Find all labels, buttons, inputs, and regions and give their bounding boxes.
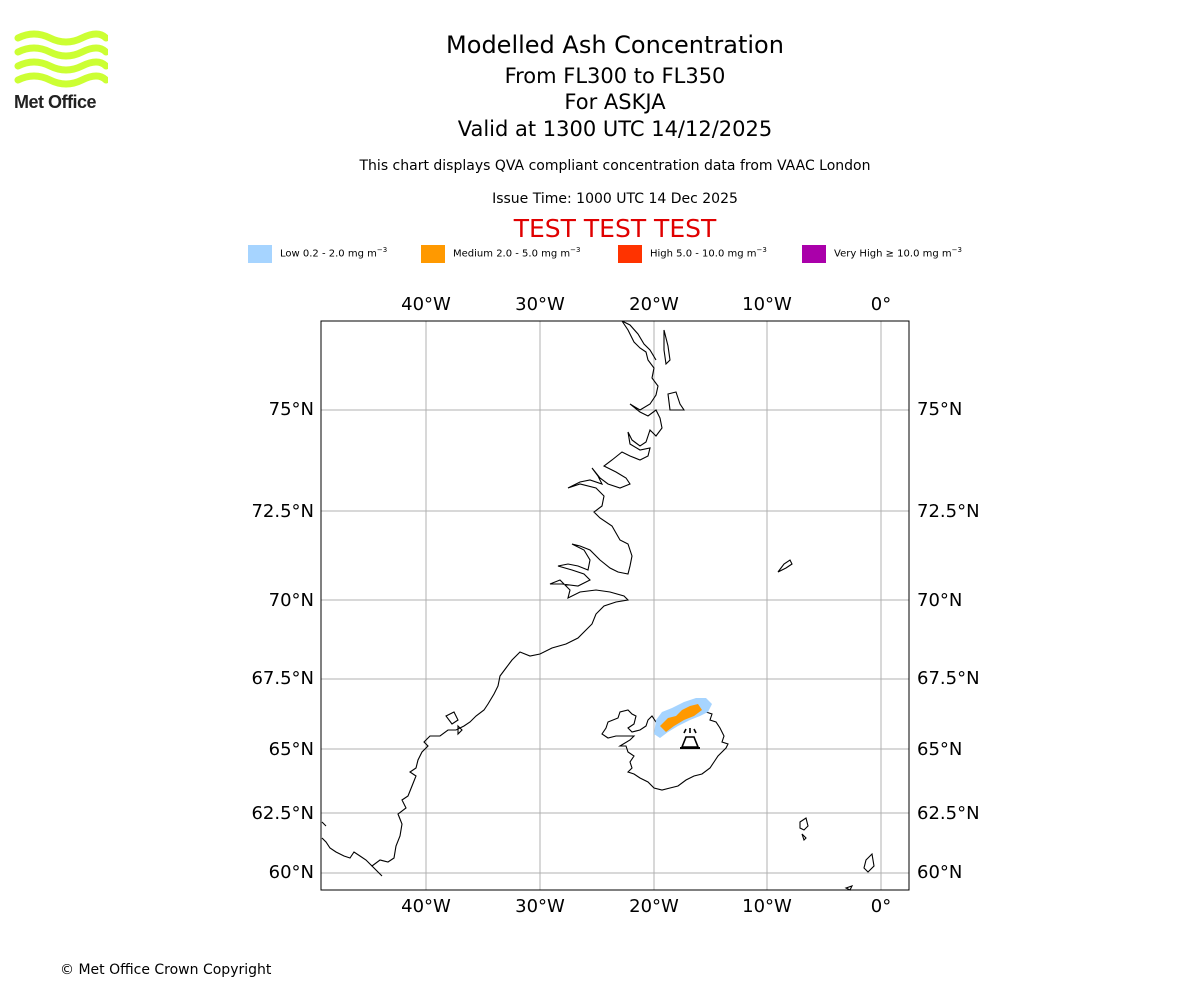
- valid-time: Valid at 1300 UTC 14/12/2025: [457, 117, 773, 141]
- lon-label-bottom-40w: 40°W: [401, 896, 451, 917]
- gridlines: [321, 321, 909, 890]
- legend-label-low-range: 0.2 - 2.0 mg m: [302, 248, 377, 260]
- legend-label-medium-name: Medium: [453, 248, 493, 260]
- lat-label-right-60n: 60°N: [917, 862, 962, 883]
- lat-label-right-65n: 65°N: [917, 739, 962, 760]
- shetland: [863, 852, 875, 873]
- legend-label-very-high-range: ≥ 10.0 mg m: [885, 248, 952, 260]
- lon-label-top-20w: 20°W: [629, 294, 679, 315]
- legend-label-high-name: High: [650, 248, 673, 260]
- legend-swatch-medium: [421, 245, 445, 263]
- chart-title: Modelled Ash Concentration: [446, 31, 784, 59]
- legend-label-very-high-name: Very High: [834, 248, 883, 260]
- greenland-coastline: [321, 320, 663, 867]
- faroe-islands: [799, 817, 809, 831]
- lat-label-left-65n: 65°N: [269, 739, 314, 760]
- legend-swatch-very-high: [802, 245, 826, 263]
- lat-label-right-70n: 70°N: [917, 590, 962, 611]
- copyright-notice: © Met Office Crown Copyright: [60, 962, 272, 978]
- ash-area-medium: [660, 704, 702, 732]
- lon-label-top-40w: 40°W: [401, 294, 451, 315]
- volcano-icon: [680, 728, 700, 749]
- coastlines: [321, 320, 875, 891]
- jan-mayen: [777, 559, 793, 573]
- legend-label-medium-range: 2.0 - 5.0 mg m: [496, 248, 571, 260]
- lon-label-top-30w: 30°W: [515, 294, 565, 315]
- test-banner: TEST TEST TEST: [513, 214, 717, 243]
- issue-time: Issue Time: 1000 UTC 14 Dec 2025: [492, 191, 738, 207]
- legend-label-low-name: Low: [280, 248, 300, 260]
- lat-label-left-72-5n: 72.5°N: [251, 501, 314, 522]
- lat-label-left-67-5n: 67.5°N: [251, 668, 314, 689]
- lat-label-right-67-5n: 67.5°N: [917, 668, 980, 689]
- lat-label-right-62-5n: 62.5°N: [917, 803, 980, 824]
- lat-label-right-72-5n: 72.5°N: [917, 501, 980, 522]
- lon-label-bottom-30w: 30°W: [515, 896, 565, 917]
- lat-label-left-75n: 75°N: [269, 399, 314, 420]
- lon-label-top-0: 0°: [871, 294, 891, 315]
- lon-label-bottom-20w: 20°W: [629, 896, 679, 917]
- legend-swatch-low: [248, 245, 272, 263]
- lat-label-left-60n: 60°N: [269, 862, 314, 883]
- lon-label-bottom-10w: 10°W: [742, 896, 792, 917]
- lat-label-left-70n: 70°N: [269, 590, 314, 611]
- lon-label-bottom-0: 0°: [871, 896, 891, 917]
- lat-label-right-75n: 75°N: [917, 399, 962, 420]
- volcano-name: For ASKJA: [564, 90, 666, 114]
- chart-description: This chart displays QVA compliant concen…: [359, 158, 871, 174]
- ash-cloud: [654, 698, 712, 738]
- map-frame: [320, 320, 910, 891]
- lon-label-top-10w: 10°W: [742, 294, 792, 315]
- iceland-coastline: [601, 709, 729, 791]
- flight-level-range: From FL300 to FL350: [504, 64, 726, 88]
- met-office-logo-text: Met Office: [14, 92, 97, 112]
- legend-swatch-high: [618, 245, 642, 263]
- lat-label-left-62-5n: 62.5°N: [251, 803, 314, 824]
- met-office-logo: [14, 30, 108, 88]
- legend-label-high-range: 5.0 - 10.0 mg m: [676, 248, 757, 260]
